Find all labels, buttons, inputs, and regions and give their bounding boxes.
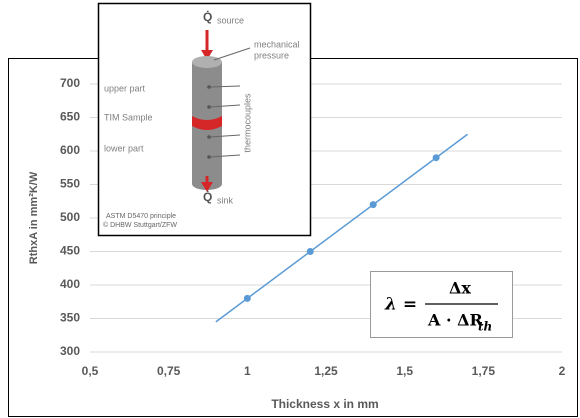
arrow-head: [201, 50, 213, 60]
pressure-label: pressure: [254, 50, 289, 60]
x-tick-label: 1,5: [396, 364, 413, 378]
inset: Q̇ source mechanical pressure upper part…: [97, 2, 312, 237]
pressure-label: mechanical: [254, 39, 300, 49]
formula-lhs: λ =: [384, 295, 417, 315]
data-point: [432, 154, 440, 162]
formula-numerator: Δx: [449, 279, 471, 298]
leaders: [209, 47, 251, 158]
sample-label: TIM Sample: [104, 112, 153, 122]
x-tick-label: 1,25: [314, 364, 338, 378]
y-tick-label: 350: [60, 311, 80, 325]
trend-line: [215, 133, 469, 323]
x-tick-label: 0,5: [82, 364, 99, 378]
y-tick-label: 650: [60, 110, 80, 124]
credit: ASTM D5470 principle: [106, 213, 176, 220]
cylinder-top: [192, 56, 222, 68]
tim-sample: [192, 116, 222, 130]
formula: λ = Δx A · ΔR th: [370, 271, 513, 338]
data-point: [243, 294, 251, 302]
sensor-dots: [207, 85, 211, 159]
y-tick-label: 500: [60, 210, 80, 224]
plot: 300 350 400 450 500 550 600 650 700 0,5 0,75 1 1,25 1…: [60, 76, 566, 378]
y-tick-label: 400: [60, 277, 80, 291]
y-tick-label: 300: [60, 344, 80, 358]
formula-subscript: th: [478, 320, 492, 334]
x-tick-label: 0,75: [157, 364, 181, 378]
y-tick-label: 450: [60, 244, 80, 258]
x-tick-label: 1: [244, 364, 251, 378]
sink-symbol: Q̇: [203, 189, 212, 204]
formula-denominator: A · ΔR: [427, 311, 484, 330]
sink-label: sink: [217, 195, 234, 205]
data-point: [306, 248, 314, 255]
x-tick-label: 1,75: [472, 364, 496, 378]
arrow-head: [201, 182, 213, 192]
source-label: source: [217, 15, 244, 25]
upper-label: upper part: [104, 83, 146, 93]
x-axis-title: Thickness x in mm: [271, 397, 378, 411]
x-tick-label: 2: [559, 364, 566, 378]
source-symbol: Q̇: [203, 9, 212, 24]
credit: © DHBW Stuttgart/ZFW: [103, 221, 177, 229]
thermocouples-label: thermocouples: [242, 93, 252, 153]
data-point: [369, 201, 377, 209]
y-tick-label: 600: [60, 143, 80, 157]
y-axis-title: RthxA in mm²K/W: [28, 171, 40, 264]
y-tick-label: 550: [60, 177, 80, 191]
y-tick-label: 700: [60, 76, 80, 90]
lower-label: lower part: [104, 143, 144, 153]
